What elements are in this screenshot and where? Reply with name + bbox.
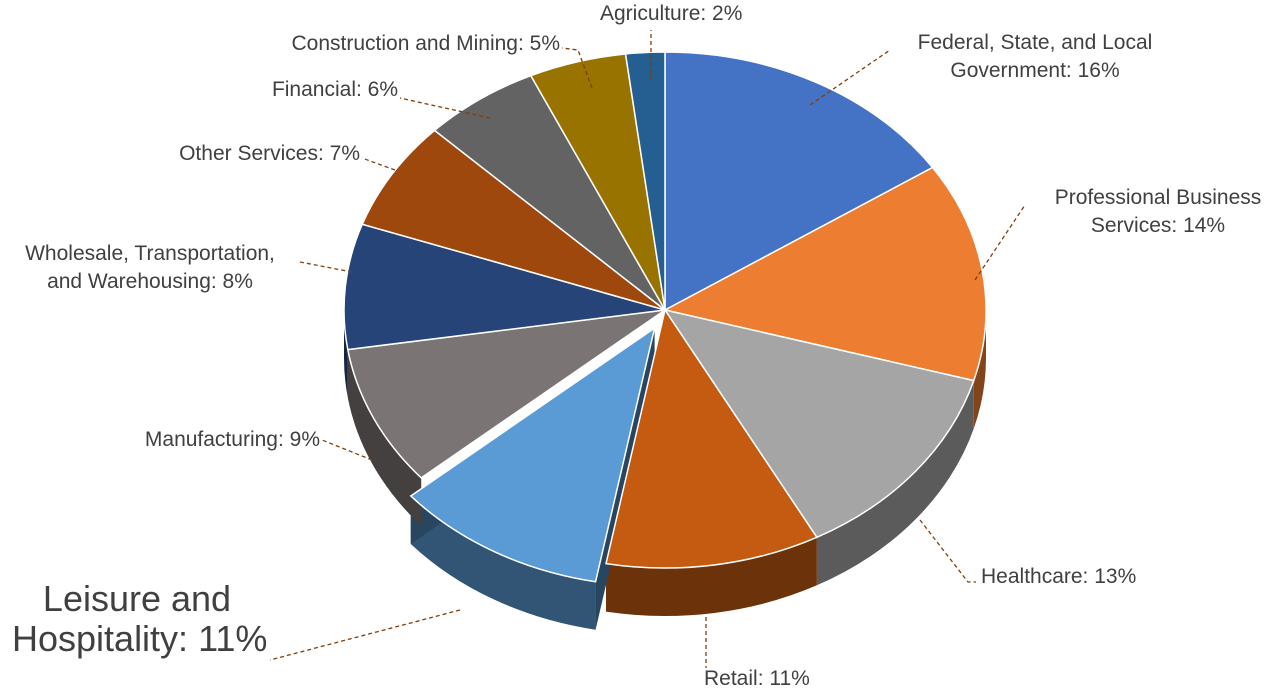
pie-depth-healthcare: [816, 380, 974, 586]
label-wholesale-line1: Wholesale, Transportation,: [25, 242, 275, 265]
pie-slice-layer: [343, 51, 987, 583]
label-manufacturing: Manufacturing: 9%: [100, 426, 320, 454]
label-agriculture: Agriculture: 2%: [600, 0, 742, 28]
label-financial-text: Financial: 6%: [271, 78, 398, 101]
label-federal: Federal, State, and Local Government: 16…: [880, 29, 1190, 85]
leader-line-construction: [561, 47, 593, 89]
label-professional-line1: Professional Business: [1054, 186, 1262, 209]
label-retail: Retail: 11%: [704, 665, 810, 693]
label-healthcare-text: Healthcare: 13%: [981, 565, 1137, 588]
label-retail-text: Retail: 11%: [704, 667, 810, 690]
leader-line-leisure: [269, 609, 461, 661]
pie-depth-retail: [606, 537, 817, 616]
label-other-services: Other Services: 7%: [120, 140, 360, 168]
leader-line-other-services: [361, 157, 396, 171]
leader-line-wholesale: [299, 261, 353, 273]
pie-slice-retail: [605, 308, 818, 569]
pie-slice-agriculture: [624, 51, 666, 311]
label-manufacturing-text: Manufacturing: 9%: [144, 428, 320, 451]
label-wholesale: Wholesale, Transportation, and Warehousi…: [0, 240, 300, 296]
pie-slice-manufacturing: [346, 309, 666, 479]
leader-line-professional: [974, 204, 1026, 281]
pie-depth-manufacturing: [347, 349, 422, 526]
leader-line-federal: [809, 49, 891, 106]
pie-depth-professional-business-services: [973, 310, 986, 429]
label-construction-text: Construction and Mining: 5%: [291, 32, 560, 55]
pie-slice-federal-state-and-local-government: [664, 51, 934, 312]
label-leisure-line1: Leisure and: [42, 578, 232, 619]
label-professional: Professional Business Services: 14%: [1032, 184, 1283, 240]
leader-line-manufacturing: [321, 439, 373, 461]
label-leisure: Leisure and Hospitality: 11%: [12, 578, 268, 659]
label-healthcare: Healthcare: 13%: [981, 563, 1136, 591]
label-other-services-text: Other Services: 7%: [179, 142, 360, 165]
pie-slice-professional-business-services: [662, 166, 987, 382]
pie-depth-leisure-and-hospitality: [410, 495, 596, 630]
label-agriculture-text: Agriculture: 2%: [600, 2, 743, 25]
leader-line-layer: [269, 30, 1026, 668]
label-financial: Financial: 6%: [200, 76, 398, 104]
label-leisure-line2: Hospitality: 11%: [12, 618, 268, 659]
pie-slice-healthcare: [663, 308, 975, 539]
label-federal-line1: Federal, State, and Local: [917, 31, 1153, 54]
label-wholesale-line2: and Warehousing: 8%: [47, 270, 253, 293]
leader-line-financial: [399, 97, 491, 119]
label-professional-line2: Services: 14%: [1090, 214, 1226, 237]
pie-slice-wholesale-transportation-and-warehousing: [343, 223, 666, 351]
label-federal-line2: Government: 16%: [950, 59, 1120, 82]
pie-slice-leisure-and-hospitality: [409, 326, 656, 583]
pie-slice-other-services: [361, 129, 666, 311]
label-construction: Construction and Mining: 5%: [220, 30, 560, 58]
leader-line-healthcare: [919, 519, 976, 583]
